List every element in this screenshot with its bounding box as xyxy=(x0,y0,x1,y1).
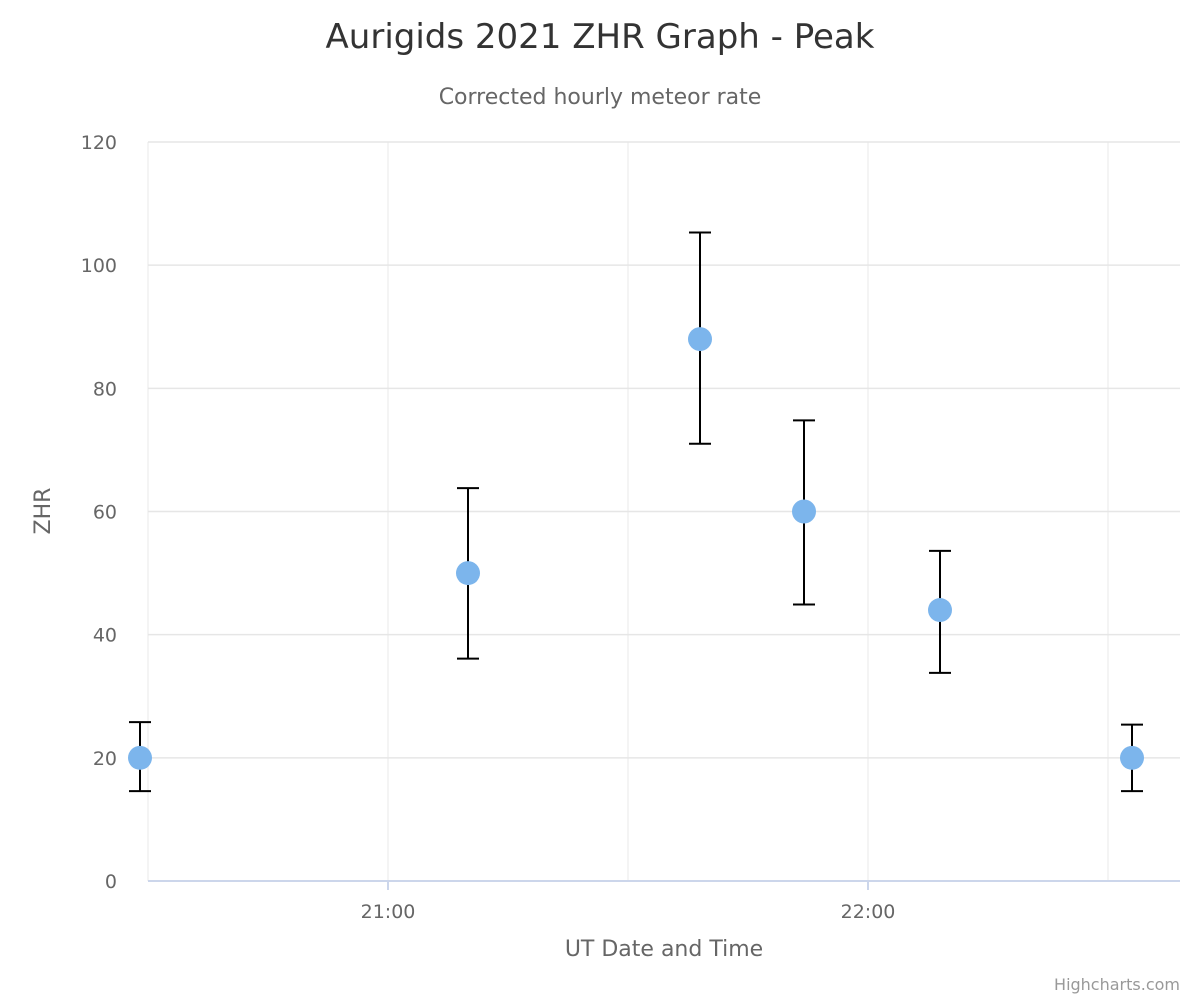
data-point xyxy=(456,561,480,586)
data-point xyxy=(1120,745,1144,770)
x-tick-label: 21:00 xyxy=(361,901,416,923)
y-tick-label: 60 xyxy=(93,502,117,524)
y-tick-label: 20 xyxy=(93,748,117,770)
x-axis-title: UT Date and Time xyxy=(565,937,763,962)
chart-subtitle: Corrected hourly meteor rate xyxy=(439,85,762,110)
data-point xyxy=(928,598,952,623)
y-tick-label: 80 xyxy=(93,378,117,400)
data-point xyxy=(128,745,152,770)
data-series xyxy=(128,231,1144,793)
data-point xyxy=(792,499,816,524)
y-tick-label: 100 xyxy=(81,255,117,277)
y-tick-label: 40 xyxy=(93,625,117,647)
axes: 0 20 40 60 80 100 120 21:00 22:00 xyxy=(81,132,1180,923)
y-tick-label: 120 xyxy=(81,132,117,154)
data-point xyxy=(688,327,712,352)
y-axis-title: ZHR xyxy=(31,488,56,535)
chart-title: Aurigids 2021 ZHR Graph - Peak xyxy=(326,17,875,57)
grid xyxy=(147,141,1180,881)
y-tick-label: 0 xyxy=(105,871,117,893)
x-tick-label: 22:00 xyxy=(841,901,896,923)
highcharts-credit[interactable]: Highcharts.com xyxy=(1054,975,1180,994)
